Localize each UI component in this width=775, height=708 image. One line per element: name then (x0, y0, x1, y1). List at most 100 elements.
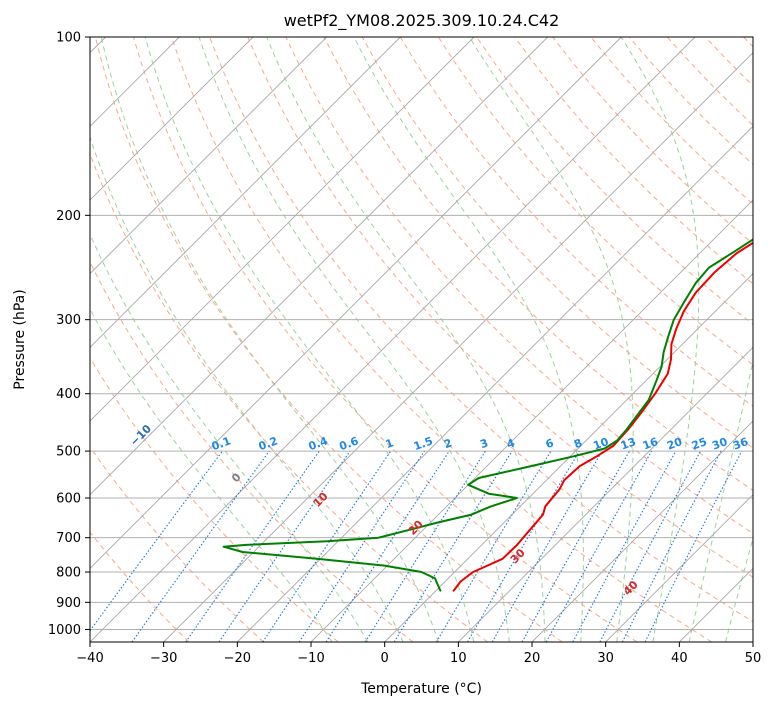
x-tick-label: 10 (450, 651, 467, 666)
moist-adiabat (353, 37, 584, 642)
isotherm (531, 420, 753, 642)
y-tick-label: 800 (56, 566, 81, 581)
dry-adiabat (90, 446, 264, 642)
isotherm (458, 346, 753, 642)
dry-adiabat (132, 37, 638, 642)
mixing-ratio-label: 0.2 (257, 434, 280, 453)
moist-adiabat (144, 37, 475, 642)
x-axis-title: Temperature (°C) (360, 681, 482, 697)
mixing-ratio-line (545, 450, 653, 642)
pressure-gridlines (90, 37, 753, 630)
dewpoint-profile-line (222, 238, 753, 592)
moist-adiabat (90, 135, 404, 642)
x-tick-label: 30 (597, 651, 614, 666)
moist-adiabat (266, 37, 546, 642)
y-tick-label: 400 (56, 387, 81, 402)
plot-frame (89, 36, 754, 643)
mixing-ratio-label: 13 (619, 435, 638, 452)
dry-adiabat (247, 37, 753, 578)
x-tick-label: 20 (524, 651, 541, 666)
isotherm (90, 37, 622, 569)
isotherm (90, 37, 254, 201)
mixing-ratio-label: 0.4 (307, 434, 330, 453)
dry-adiabat (94, 37, 563, 642)
isotherm (90, 37, 401, 348)
dry-adiabat (90, 531, 190, 642)
mixing-ratio-label: 30 (710, 435, 729, 453)
y-axis-title: Pressure (hPa) (12, 289, 28, 389)
mixing-ratio-label: 1.5 (412, 434, 435, 453)
isotherm (163, 52, 753, 642)
mixing-ratio-label: 3 (478, 436, 490, 451)
y-tick-label: 300 (56, 313, 81, 328)
dry-adiabat (209, 37, 753, 623)
dry-adiabat (514, 37, 753, 285)
mixing-ratio-label: 20 (665, 435, 684, 453)
mixing-ratio-line (185, 450, 320, 642)
x-tick-label: 0 (381, 651, 389, 666)
moist-adiabat (620, 37, 700, 642)
isotherm (384, 273, 753, 642)
moist-adiabat (100, 37, 439, 642)
x-tick-label: 40 (671, 651, 688, 666)
mixing-ratio-line (572, 450, 677, 642)
dry-adiabat (171, 37, 712, 642)
mixing-ratio-label: 10 (591, 435, 610, 453)
moist-adiabat (90, 232, 369, 642)
y-tick-label: 100 (56, 31, 81, 46)
x-tick-label: −30 (150, 651, 177, 666)
mixing-ratio-label: 36 (731, 435, 750, 453)
mixing-ratio-label: 8 (572, 436, 584, 451)
dry-adiabat (90, 152, 488, 642)
isotherm (310, 199, 753, 642)
mixing-ratio-line (644, 450, 743, 642)
plot-area (90, 37, 753, 642)
x-tick-label: −10 (297, 651, 324, 666)
dry-adiabat (361, 37, 753, 449)
mixing-ratio-line (218, 450, 351, 642)
y-tick-label: 200 (56, 209, 81, 224)
mixing-ratio-line (90, 450, 223, 632)
mixing-ratio-line (621, 450, 722, 642)
mixing-ratio-label: 16 (641, 435, 660, 453)
x-tick-label: −20 (224, 651, 251, 666)
dry-adiabat (399, 37, 753, 407)
sounding-series (222, 238, 753, 592)
mixing-ratio-line (393, 450, 513, 642)
temperature-profile-line (452, 241, 753, 592)
isotherm (90, 37, 327, 275)
mixing-ratio-label: 25 (690, 435, 709, 452)
y-tick-label: 1000 (48, 623, 81, 638)
x-axis: −40 −30 −20 −10 0 10 20 30 40 50 (76, 642, 761, 666)
chart-title: wetPf2_YM08.2025.309.10.24.C42 (284, 11, 560, 31)
mixing-ratio-line (521, 450, 630, 642)
moist-adiabats (90, 37, 753, 642)
mixing-ratio-line (262, 450, 392, 642)
mixing-ratio-label: 0.1 (210, 434, 233, 453)
y-axis: 100 200 300 400 500 600 700 800 900 1000 (48, 31, 90, 638)
mixing-ratio-line (364, 450, 486, 642)
y-tick-label: 500 (56, 445, 81, 460)
mixing-ratio-lines (90, 450, 743, 642)
mixing-ratio-label: 2 (442, 436, 454, 451)
isotherm (605, 494, 753, 642)
mixing-ratio-label: 4 (505, 436, 517, 451)
x-tick-label: 50 (745, 651, 762, 666)
mixing-ratio-label: 0.6 (338, 434, 361, 453)
mixing-ratio-line (325, 450, 450, 642)
y-tick-label: 600 (56, 492, 81, 507)
y-tick-label: 700 (56, 531, 81, 546)
mixing-ratio-label: 6 (544, 436, 556, 451)
isotherm (90, 37, 475, 422)
x-tick-label: −40 (76, 651, 103, 666)
mixing-ratio-line (435, 450, 552, 642)
mixing-ratio-line (131, 450, 270, 642)
y-tick-label: 900 (56, 596, 81, 611)
isotherm (90, 37, 696, 642)
mixing-ratio-line (298, 450, 425, 642)
moist-adiabat (469, 37, 634, 642)
mixing-ratio-label: 1 (384, 436, 396, 451)
mixing-ratio-line (599, 450, 701, 642)
